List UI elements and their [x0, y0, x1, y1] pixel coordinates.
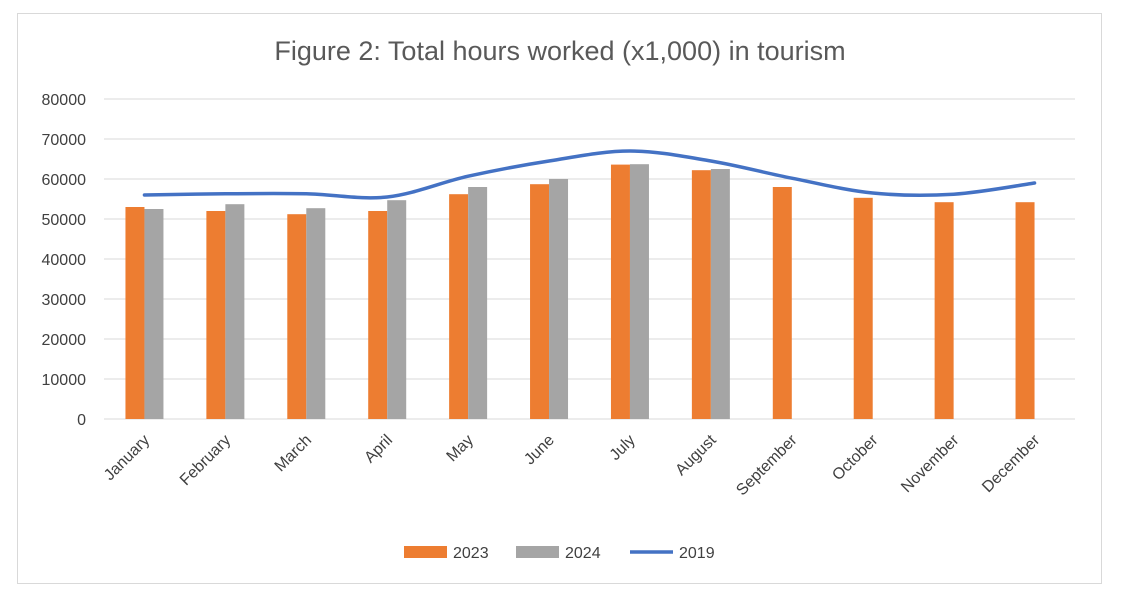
bar-2023-december	[1015, 202, 1035, 419]
bar-2023-february	[206, 211, 226, 419]
bar-2024-july	[629, 164, 649, 419]
bar-2023-november	[934, 202, 954, 419]
x-tick-label: July	[607, 432, 639, 464]
bar-2023-september	[772, 187, 792, 419]
x-tick-label: June	[521, 432, 558, 469]
x-tick-label: May	[444, 432, 477, 465]
bar-2024-april	[387, 200, 407, 419]
x-tick-label: February	[177, 432, 234, 489]
y-tick-label: 60000	[42, 172, 87, 189]
bar-2024-august	[710, 169, 730, 419]
x-tick-label: April	[361, 432, 396, 467]
grid-lines	[104, 98, 1075, 420]
y-tick-label: 20000	[42, 332, 87, 349]
bar-2023-july	[610, 164, 630, 419]
bar-2023-march	[287, 214, 307, 419]
y-tick-label: 10000	[42, 372, 87, 389]
y-tick-label: 80000	[42, 92, 87, 109]
bar-2024-january	[144, 209, 164, 419]
legend: 2023 2024 2019	[404, 545, 715, 562]
x-tick-label: December	[979, 431, 1044, 496]
y-tick-label: 30000	[42, 292, 87, 309]
bar-2024-june	[549, 179, 569, 419]
y-tick-label: 40000	[42, 252, 87, 269]
line-series	[142, 149, 1037, 200]
bar-2024-march	[306, 208, 326, 419]
y-tick-label: 70000	[42, 132, 87, 149]
y-tick-label: 0	[77, 412, 86, 429]
x-tick-label: August	[672, 431, 720, 479]
x-tick-label: March	[272, 432, 315, 475]
x-tick-label: January	[101, 432, 153, 484]
y-tick-label: 50000	[42, 212, 87, 229]
bar-2023-january	[125, 207, 145, 419]
bar-2024-may	[468, 187, 488, 419]
legend-swatch-2024	[516, 546, 559, 558]
legend-swatch-2023	[404, 546, 447, 558]
legend-label-2019: 2019	[679, 545, 715, 562]
bar-2023-june	[530, 184, 550, 419]
legend-label-2023: 2023	[453, 545, 489, 562]
bar-2023-april	[368, 211, 388, 419]
bar-2024-february	[225, 204, 245, 419]
bar-2023-october	[853, 197, 873, 419]
chart-title: Figure 2: Total hours worked (x1,000) in…	[274, 36, 845, 66]
y-axis-ticks: 0 10000 20000 30000 40000 50000 60000 70000 8000…	[42, 92, 87, 429]
x-tick-label: November	[898, 431, 963, 496]
bar-2023-august	[691, 170, 711, 419]
bars	[125, 164, 1035, 419]
line-series-2019	[142, 149, 1037, 200]
x-axis-ticks: January February March April May June July Augu…	[101, 431, 1044, 499]
x-tick-label: October	[829, 431, 882, 484]
x-tick-label: September	[733, 431, 801, 499]
legend-label-2024: 2024	[565, 545, 601, 562]
bar-2023-may	[449, 194, 469, 419]
